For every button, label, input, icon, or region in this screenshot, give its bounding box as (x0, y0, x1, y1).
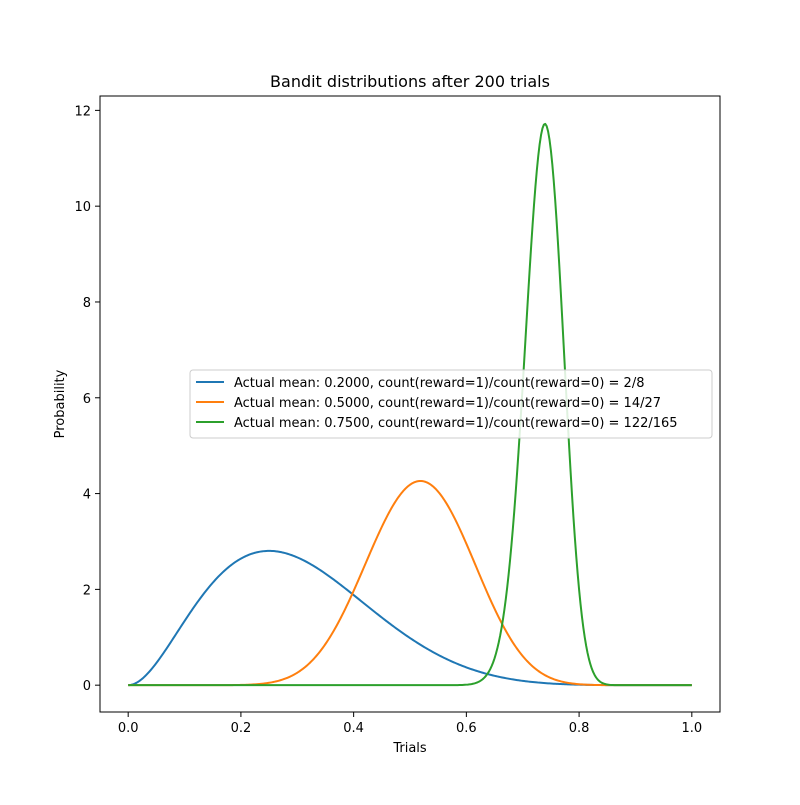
x-axis: 0.0 0.2 0.4 0.6 0.8 1.0 (118, 712, 702, 736)
x-axis-label: Trials (392, 741, 427, 756)
chart-title: Bandit distributions after 200 trials (270, 72, 550, 91)
legend-label-3: Actual mean: 0.7500, count(reward=1)/cou… (234, 416, 678, 431)
series-line-3 (128, 122, 692, 687)
y-axis: 0 2 4 6 8 10 12 (74, 104, 100, 694)
x-tick-label: 0.2 (231, 721, 252, 736)
y-tick-label: 4 (83, 488, 91, 503)
x-tick-label: 0.4 (343, 721, 364, 736)
y-tick-label: 6 (83, 392, 91, 407)
y-tick-label: 10 (74, 200, 91, 215)
y-tick-label: 0 (83, 679, 91, 694)
legend-label-1: Actual mean: 0.2000, count(reward=1)/cou… (234, 376, 644, 391)
legend-label-2: Actual mean: 0.5000, count(reward=1)/cou… (234, 396, 661, 411)
x-tick-label: 0.0 (118, 721, 139, 736)
y-axis-label: Probability (53, 369, 68, 438)
plot-area (128, 122, 692, 687)
legend: Actual mean: 0.2000, count(reward=1)/cou… (189, 369, 713, 439)
x-tick-label: 1.0 (681, 721, 702, 736)
y-tick-label: 12 (74, 104, 91, 119)
legend-box (189, 369, 713, 439)
y-tick-label: 8 (83, 296, 91, 311)
x-tick-label: 0.8 (569, 721, 590, 736)
y-tick-label: 2 (83, 583, 91, 598)
axes-frame (99, 95, 721, 713)
x-tick-label: 0.6 (456, 721, 477, 736)
